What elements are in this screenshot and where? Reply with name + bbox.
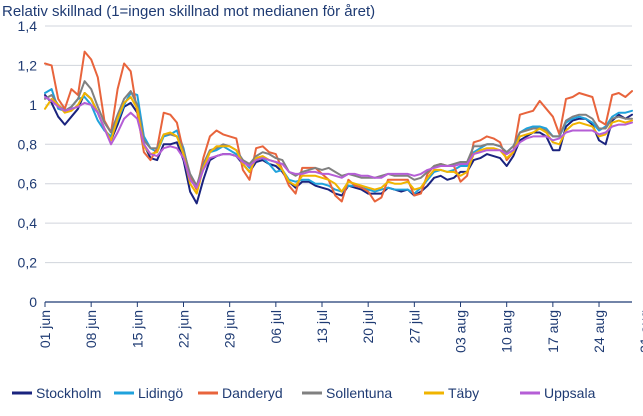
y-tick-label: 1 [29, 97, 37, 113]
x-tick-label: 29 jun [222, 310, 238, 348]
legend-label: Stockholm [36, 385, 101, 401]
x-tick-label: 31 aug [637, 310, 643, 353]
x-tick-label: 22 jun [176, 310, 192, 348]
x-tick-label: 27 jul [406, 310, 422, 343]
series-line-danderyd [44, 50, 633, 203]
series-line-uppsala [44, 96, 633, 189]
series-line-sollentuna [44, 80, 633, 187]
legend-label: Täby [448, 385, 479, 401]
y-tick-label: 0,6 [18, 176, 38, 192]
x-tick-label: 10 aug [499, 310, 515, 353]
y-tick-label: 0,4 [18, 215, 38, 231]
y-tick-label: 0,8 [18, 136, 38, 152]
gridlines [45, 25, 632, 264]
y-tick-labels: 0 0,2 0,4 0,6 0,8 1 1,2 1,4 [18, 18, 38, 310]
x-tick-label: 13 jul [314, 310, 330, 343]
x-axis [44, 301, 632, 307]
y-tick-label: 1,2 [18, 57, 38, 73]
x-tick-label: 03 aug [453, 310, 469, 353]
y-tick-label: 0,2 [18, 255, 38, 271]
legend: Stockholm Lidingö Danderyd Sollentuna Täby Up… [12, 385, 596, 401]
x-tick-label: 24 aug [591, 310, 607, 353]
x-tick-label: 06 jul [268, 310, 284, 343]
x-tick-label: 17 aug [545, 310, 561, 353]
series-lines [44, 50, 633, 205]
x-tick-label: 08 jun [83, 310, 99, 348]
legend-label: Lidingö [138, 385, 183, 401]
x-tick-label: 01 jun [37, 310, 53, 348]
x-tick-labels: 01 jun 08 jun 15 jun 22 jun 29 jun 06 jul 13 j… [37, 310, 643, 353]
legend-label: Danderyd [222, 385, 283, 401]
y-tick-label: 0 [29, 294, 37, 310]
x-tick-label: 15 jun [129, 310, 145, 348]
y-tick-label: 1,4 [18, 18, 38, 34]
legend-label: Sollentuna [326, 385, 392, 401]
y-axis-label: Relativ skillnad (1=ingen skillnad mot m… [2, 3, 375, 20]
x-tick-label: 20 jul [360, 310, 376, 343]
legend-label: Uppsala [544, 385, 596, 401]
